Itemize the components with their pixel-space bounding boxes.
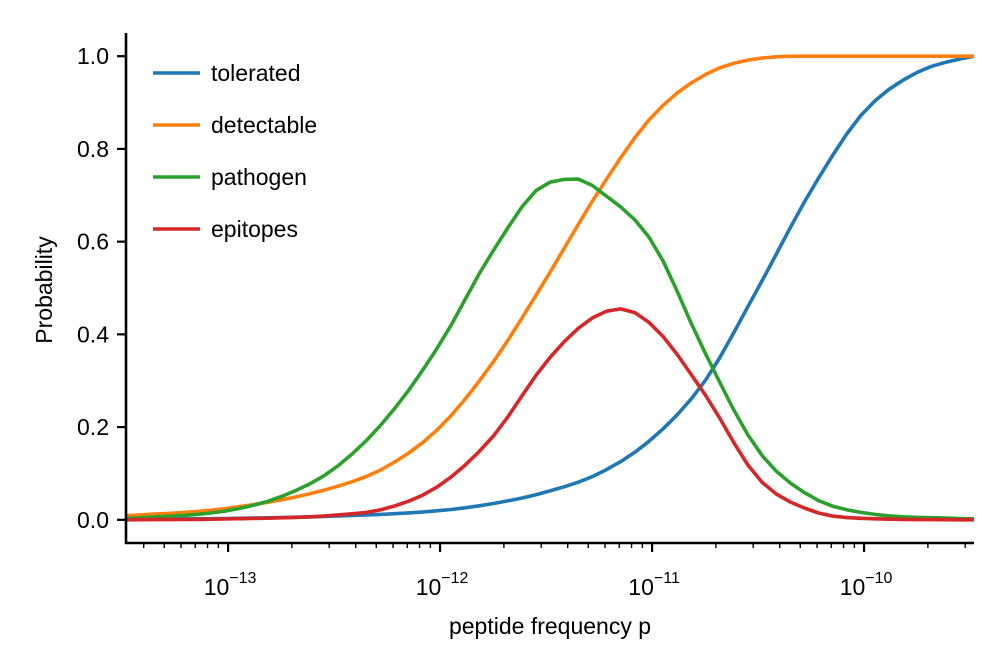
y-tick-label: 0.8	[77, 136, 109, 162]
x-tick-label: 10−12	[416, 570, 469, 600]
series-layer	[125, 54, 975, 522]
y-axis-title: Probability	[31, 236, 57, 344]
legend-label-pathogen: pathogen	[211, 164, 307, 190]
x-tick-base: 10	[628, 574, 654, 600]
legend-label-tolerated: tolerated	[211, 60, 301, 86]
x-tick-base: 10	[840, 574, 866, 600]
series-line-pathogen	[125, 177, 975, 521]
x-tick-label: 10−10	[840, 570, 893, 600]
x-tick-exponent: −10	[865, 570, 892, 587]
series-line-epitopes	[125, 307, 974, 522]
y-tick-label: 0.2	[77, 414, 109, 440]
legend-label-detectable: detectable	[211, 112, 317, 138]
axes: 0.00.20.40.60.81.010−13 10−12 10−11 10−10	[77, 33, 974, 600]
x-tick-exponent: −12	[441, 570, 468, 587]
y-tick-label: 0.6	[77, 229, 109, 255]
legend: tolerated detectable pathogen epitopes	[153, 60, 317, 242]
y-tick-label: 1.0	[77, 43, 109, 69]
x-tick-base: 10	[416, 574, 442, 600]
x-tick-base: 10	[204, 574, 230, 600]
x-tick-label: 10−11	[628, 570, 680, 600]
x-axis-title: peptide frequency p	[449, 613, 651, 639]
x-tick-label: 10−13	[204, 570, 257, 600]
y-tick-label: 0.0	[77, 507, 109, 533]
legend-label-epitopes: epitopes	[211, 216, 298, 242]
x-tick-exponent: −13	[229, 570, 256, 587]
x-tick-exponent: −11	[654, 570, 680, 587]
y-tick-label: 0.4	[77, 321, 109, 347]
